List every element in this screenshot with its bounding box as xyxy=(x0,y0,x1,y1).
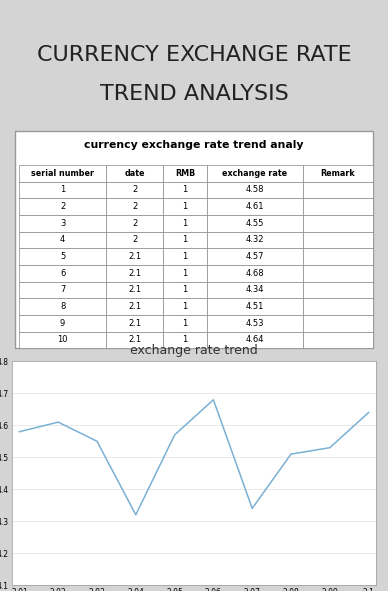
Text: CURRENCY EXCHANGE RATE: CURRENCY EXCHANGE RATE xyxy=(37,45,351,65)
Title: exchange rate trend: exchange rate trend xyxy=(130,345,258,358)
Text: TREND ANALYSIS: TREND ANALYSIS xyxy=(100,85,288,105)
FancyBboxPatch shape xyxy=(15,131,373,348)
Text: currency exchange rate trend analy: currency exchange rate trend analy xyxy=(84,139,304,150)
